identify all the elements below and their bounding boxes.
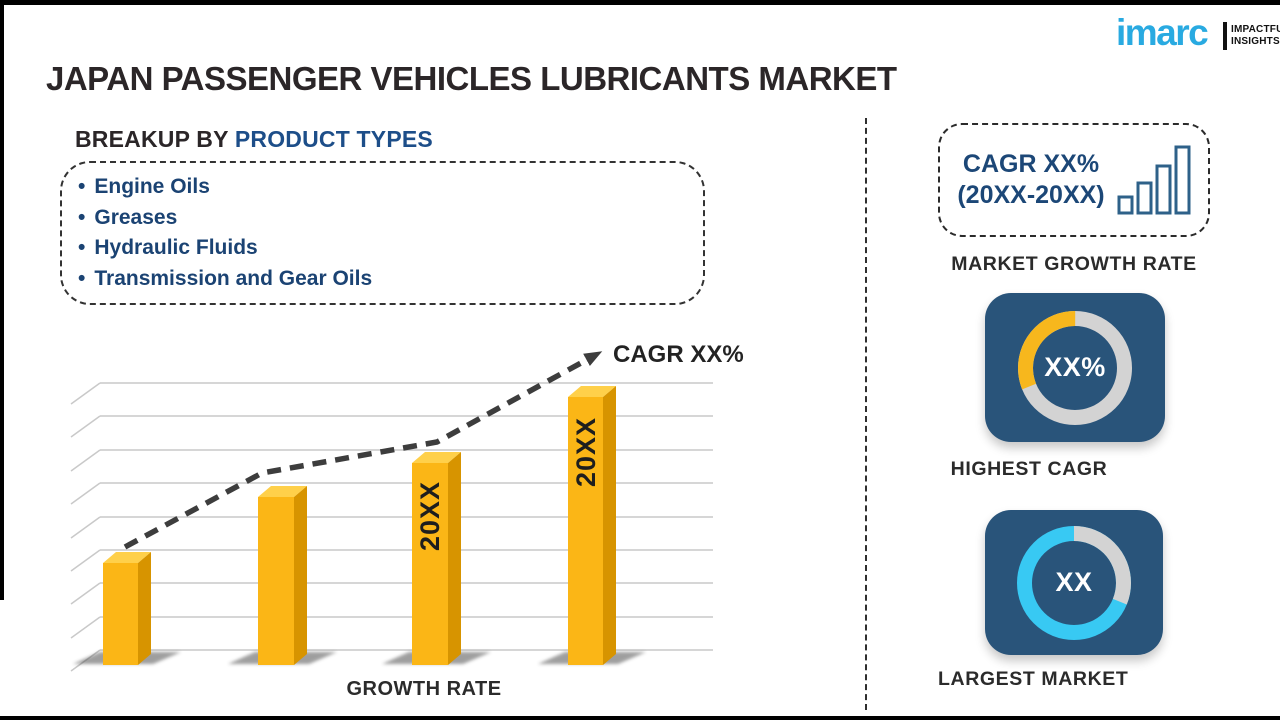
cagr-box-text: CAGR XX% (20XX-20XX) — [957, 149, 1104, 211]
frame-border-left — [0, 0, 4, 600]
list-item-label: Transmission and Gear Oils — [94, 266, 373, 290]
trend-cagr-annotation: CAGR XX% — [613, 341, 744, 368]
highest-cagr-label: HIGHEST CAGR — [950, 458, 1108, 480]
list-item-label: Hydraulic Fluids — [94, 236, 258, 259]
list-item: • Greases — [78, 203, 372, 234]
bullet-icon: • — [78, 236, 86, 259]
logo-tagline-line2: INSIGHTS — [1231, 36, 1280, 47]
breakup-heading-highlight: PRODUCT TYPES — [234, 126, 433, 152]
bullet-icon: • — [78, 205, 86, 229]
growth-bar-chart: 20XX 20XX — [70, 351, 713, 672]
bar-3-year-label: 20XX — [415, 481, 445, 551]
bullet-icon: • — [78, 175, 86, 198]
bar-2 — [258, 486, 307, 665]
frame-border-bottom — [0, 716, 1280, 720]
chart-x-axis-label: GROWTH RATE — [346, 678, 502, 700]
highest-cagr-value: XX% — [1044, 352, 1106, 382]
cagr-period-line: (20XX-20XX) — [957, 181, 1105, 209]
product-types-list: • Engine Oils • Greases • Hydraulic Fluids … — [78, 172, 372, 294]
product-types-box — [60, 161, 705, 305]
bar-3: 20XX — [412, 452, 461, 665]
frame-border-top — [0, 0, 1280, 5]
list-item: • Engine Oils — [78, 172, 372, 203]
list-item: • Hydraulic Fluids — [78, 233, 372, 264]
logo-tagline: IMPACTFUL INSIGHTS — [1231, 24, 1280, 48]
breakup-heading-prefix: BREAKUP BY — [75, 126, 235, 152]
market-growth-rate-box: CAGR XX% (20XX-20XX) — [938, 123, 1210, 237]
largest-market-value: XX — [1055, 567, 1093, 597]
list-item: • Transmission and Gear Oils — [78, 264, 372, 295]
list-item-label: Greases — [94, 205, 178, 229]
bar-series: 20XX 20XX — [103, 386, 616, 665]
trend-arrow — [123, 351, 603, 550]
largest-market-donut-icon — [1017, 525, 1131, 640]
logo-tagline-line1: IMPACTFUL — [1231, 24, 1280, 35]
logo-divider-bar — [1223, 22, 1227, 50]
imarc-logo: imarc — [1116, 12, 1209, 53]
page-title: JAPAN PASSENGER VEHICLES LUBRICANTS MARK… — [46, 60, 897, 97]
bar-4: 20XX — [568, 386, 616, 665]
bullet-icon: • — [78, 266, 86, 290]
market-growth-rate-label: MARKET GROWTH RATE — [951, 253, 1197, 275]
largest-market-label: LARGEST MARKET — [938, 668, 1129, 690]
cagr-value-line: CAGR XX% — [962, 150, 1100, 178]
rising-bars-icon — [1117, 145, 1191, 215]
bar-shadows — [73, 652, 646, 664]
highest-cagr-tile: XX% — [985, 293, 1165, 442]
bar-4-year-label: 20XX — [571, 417, 601, 487]
breakup-heading: BREAKUP BY PRODUCT TYPES — [75, 126, 433, 153]
list-item-label: Engine Oils — [94, 175, 210, 198]
section-divider — [865, 118, 867, 710]
highest-cagr-donut-icon — [1018, 310, 1132, 425]
largest-market-tile: XX — [985, 510, 1163, 655]
bar-1 — [103, 552, 151, 665]
